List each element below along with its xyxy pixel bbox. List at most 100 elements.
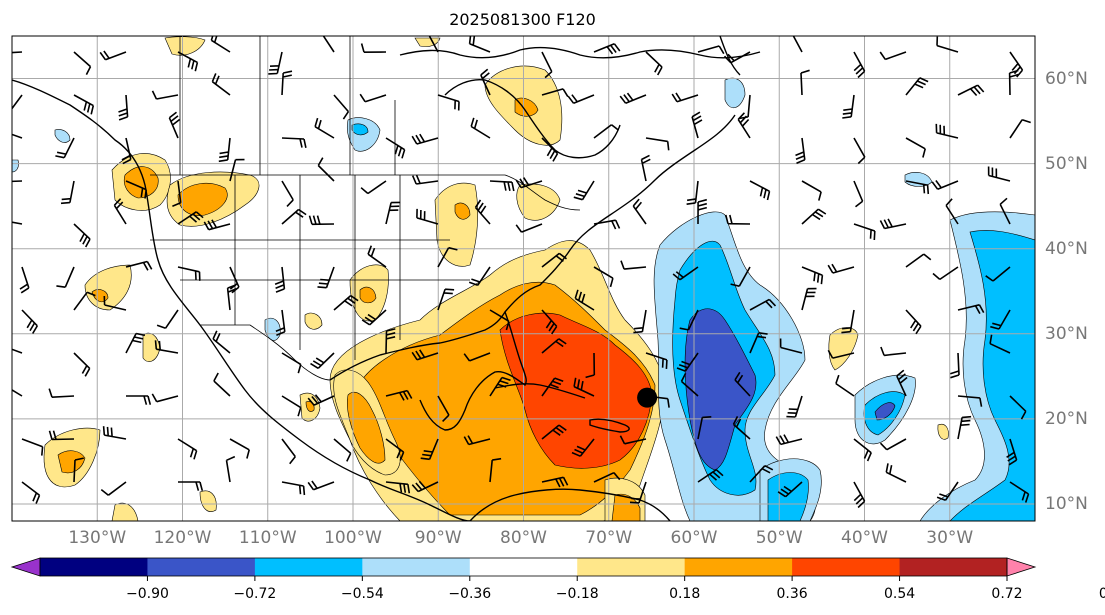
wind-barb (210, 36, 231, 53)
longitude-label: 100°W (324, 528, 382, 548)
wind-barb (281, 481, 306, 496)
graticule (12, 36, 1035, 521)
wind-barb (645, 352, 668, 369)
wind-barb (55, 137, 75, 159)
wind-barb (853, 51, 866, 79)
longitude-label: 30°W (926, 528, 974, 548)
wind-barb (437, 246, 458, 268)
wind-barb (905, 309, 922, 335)
wind-barb (987, 166, 1011, 182)
longitude-label: 70°W (585, 528, 633, 548)
wind-barb (19, 266, 30, 294)
wind-barb (931, 180, 959, 190)
colorbar-tick-label: 0.54 (883, 586, 916, 602)
wind-barb (827, 349, 855, 359)
colorbar-tick-label: −0.36 (448, 586, 492, 602)
wind-barb (317, 157, 335, 182)
wind-barb (125, 260, 153, 271)
map-content (12, 36, 1035, 521)
wind-barb (985, 266, 1011, 282)
positive-region-caribbean-3 (499, 312, 653, 469)
wind-barb (12, 221, 23, 225)
wind-barb (385, 389, 413, 401)
wind-barb (749, 332, 768, 354)
wind-barb (697, 198, 708, 225)
colorbar-tick-label: −0.18 (555, 586, 599, 602)
wind-barb (226, 284, 237, 311)
colorbar-extend-low (10, 557, 41, 577)
wind-barb (645, 51, 663, 76)
wind-barb (168, 111, 181, 139)
wind-barb (437, 288, 455, 311)
wind-barb (48, 388, 75, 398)
wind-barb (632, 198, 647, 225)
wind-barb (541, 252, 567, 268)
wind-barb (633, 309, 647, 334)
negative-region-small-3 (904, 172, 933, 187)
positive-region-lakes (434, 182, 479, 267)
wind-barb (307, 480, 335, 491)
wind-barb (154, 340, 179, 354)
wind-barb (593, 266, 614, 288)
colorbar-frame (39, 557, 1008, 577)
wind-barb (723, 51, 751, 64)
wind-barb (281, 137, 307, 148)
coastline-hudson-bay (444, 78, 621, 159)
wind-barb (480, 68, 491, 96)
wind-barb (697, 416, 712, 440)
wind-barb (620, 260, 647, 270)
negative-region-atlantic-3 (684, 308, 757, 471)
longitude-label: 50°W (755, 528, 803, 548)
wind-barb (333, 438, 352, 462)
coastlines (12, 36, 761, 521)
wind-barb (225, 455, 236, 483)
wind-barb (1009, 118, 1031, 139)
wind-barb (281, 70, 293, 96)
wind-barb (541, 309, 558, 335)
wind-barb (1009, 395, 1027, 420)
wind-barb (732, 416, 751, 440)
wind-barb (474, 199, 491, 225)
wind-barb (56, 266, 75, 288)
wind-barb (795, 137, 806, 164)
wind-barb (835, 374, 855, 397)
wind-barb (880, 346, 907, 357)
wind-barb (853, 223, 876, 241)
wind-barb (853, 180, 864, 208)
wind-barb (786, 395, 803, 418)
storm-center-marker (637, 387, 658, 408)
wind-barb (360, 43, 387, 53)
wind-barb (12, 348, 23, 354)
wind-barb (121, 137, 132, 165)
wind-barb (310, 352, 335, 369)
wind-barb (541, 476, 569, 488)
coastline-south-america (469, 488, 671, 521)
wind-barb (574, 289, 595, 311)
wind-barb (100, 481, 127, 496)
wind-barbs (12, 36, 1031, 509)
wind-barb (21, 481, 41, 504)
wind-barb (307, 394, 335, 406)
wind-barb (177, 438, 198, 460)
wind-barb (573, 180, 595, 201)
wind-barb (281, 352, 302, 374)
wind-barb (697, 45, 725, 55)
wind-barb (842, 94, 855, 119)
positive-region-mexico-2 (347, 391, 386, 464)
wind-barb (21, 438, 44, 456)
wind-barb (593, 471, 621, 483)
positive-region-plains-2 (359, 286, 377, 304)
positive-region-hudson-2 (514, 97, 539, 117)
coastline-gulf-of-mexico (329, 310, 527, 431)
latitude-label: 40°N (1045, 238, 1088, 259)
wind-barb (125, 332, 146, 354)
wind-barb (126, 395, 152, 405)
wind-barb (593, 43, 621, 55)
wind-barb (1009, 481, 1030, 503)
wind-barb (879, 438, 907, 451)
wind-barb (385, 481, 411, 494)
wind-barb (203, 219, 231, 231)
wind-barb (541, 88, 569, 98)
wind-barb (957, 84, 985, 97)
wind-barb (172, 180, 182, 207)
